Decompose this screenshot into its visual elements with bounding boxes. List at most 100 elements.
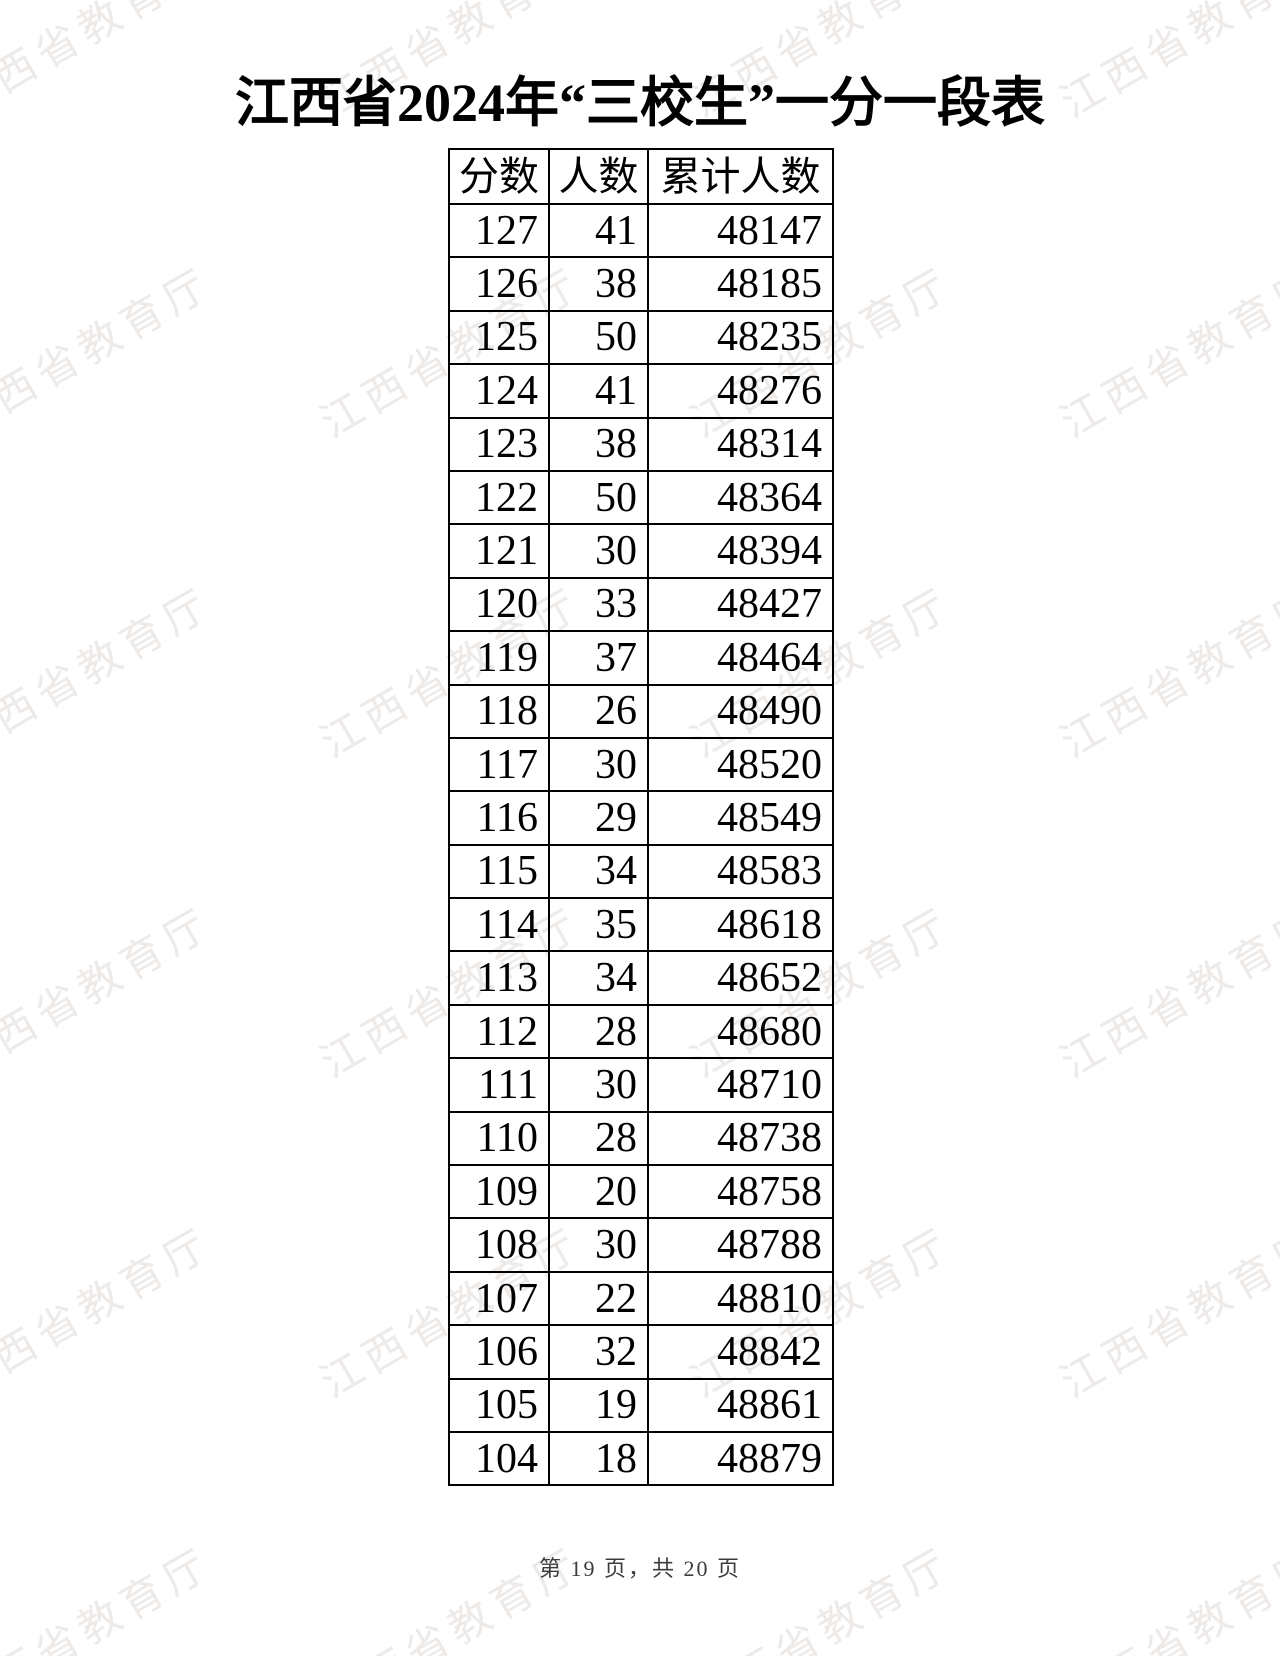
score-cell: 123 (448, 416, 550, 472)
count-cell: 38 (548, 416, 649, 472)
count-cell: 33 (548, 576, 649, 633)
watermark-text: 江西省教育厅 (1053, 1540, 1280, 1656)
table-row: 108 30 48788 (448, 1217, 834, 1273)
watermark-text: 江西省教育厅 (1053, 580, 1280, 768)
count-cell: 26 (548, 683, 649, 739)
count-cell: 29 (548, 790, 649, 846)
count-cell: 30 (548, 736, 649, 793)
count-cell: 30 (548, 1057, 649, 1113)
table-row: 110 28 48738 (448, 1110, 834, 1167)
cumulative-cell: 48276 (647, 363, 834, 419)
score-cell: 117 (448, 736, 550, 793)
score-cell: 108 (448, 1217, 550, 1273)
table-row: 113 34 48652 (448, 950, 834, 1006)
table-row: 117 30 48520 (448, 736, 834, 793)
header-cell-cumulative: 累计人数 (647, 148, 834, 205)
page-footer: 第 19 页，共 20 页 (538, 1556, 741, 1581)
cumulative-cell: 48618 (647, 897, 834, 953)
table-row: 126 38 48185 (448, 256, 834, 312)
table-row: 119 37 48464 (448, 630, 834, 686)
score-cell: 114 (448, 897, 550, 953)
count-cell: 32 (548, 1324, 649, 1380)
watermark-text: 江西省教育厅 (0, 1220, 222, 1408)
count-cell: 28 (548, 1003, 649, 1060)
cumulative-cell: 48738 (647, 1110, 834, 1167)
score-cell: 105 (448, 1377, 550, 1433)
count-cell: 34 (548, 950, 649, 1006)
score-cell: 124 (448, 363, 550, 419)
cumulative-cell: 48652 (647, 950, 834, 1006)
cumulative-cell: 48394 (647, 523, 834, 579)
table-row: 109 20 48758 (448, 1164, 834, 1220)
score-cell: 122 (448, 469, 550, 526)
watermark-text: 江西省教育厅 (1053, 1220, 1280, 1408)
table-row: 122 50 48364 (448, 469, 834, 526)
watermark-text: 江西省教育厅 (1053, 900, 1280, 1088)
table-row: 112 28 48680 (448, 1003, 834, 1060)
cumulative-cell: 48861 (647, 1377, 834, 1433)
cumulative-cell: 48235 (647, 309, 834, 366)
count-cell: 30 (548, 1217, 649, 1273)
table-row: 111 30 48710 (448, 1057, 834, 1113)
watermark-text: 江西省教育厅 (0, 580, 222, 768)
cumulative-cell: 48147 (647, 202, 834, 259)
count-cell: 41 (548, 202, 649, 259)
table-row: 104 18 48879 (448, 1430, 834, 1487)
count-cell: 18 (548, 1430, 649, 1487)
cumulative-cell: 48810 (647, 1270, 834, 1327)
score-cell: 111 (448, 1057, 550, 1113)
score-cell: 106 (448, 1324, 550, 1380)
cumulative-cell: 48185 (647, 256, 834, 312)
cumulative-cell: 48314 (647, 416, 834, 472)
score-cell: 115 (448, 843, 550, 900)
score-cell: 113 (448, 950, 550, 1006)
cumulative-cell: 48520 (647, 736, 834, 793)
count-cell: 28 (548, 1110, 649, 1167)
table-row: 118 26 48490 (448, 683, 834, 739)
score-cell: 104 (448, 1430, 550, 1487)
count-cell: 19 (548, 1377, 649, 1433)
score-cell: 112 (448, 1003, 550, 1060)
count-cell: 37 (548, 630, 649, 686)
count-cell: 35 (548, 897, 649, 953)
count-cell: 20 (548, 1164, 649, 1220)
table-header-row: 分数 人数 累计人数 (448, 148, 834, 205)
header-cell-score: 分数 (448, 148, 550, 205)
table-row: 120 33 48427 (448, 576, 834, 633)
cumulative-cell: 48364 (647, 469, 834, 526)
score-cell: 110 (448, 1110, 550, 1167)
cumulative-cell: 48879 (647, 1430, 834, 1487)
score-cell: 125 (448, 309, 550, 366)
table-row: 124 41 48276 (448, 363, 834, 419)
count-cell: 34 (548, 843, 649, 900)
cumulative-cell: 48490 (647, 683, 834, 739)
table-row: 127 41 48147 (448, 202, 834, 259)
score-cell: 121 (448, 523, 550, 579)
table-body: 127 41 48147 126 38 48185 125 50 48235 124 41 48276… (448, 202, 834, 1487)
table-row: 107 22 48810 (448, 1270, 834, 1327)
count-cell: 50 (548, 469, 649, 526)
count-cell: 30 (548, 523, 649, 579)
score-cell: 109 (448, 1164, 550, 1220)
cumulative-cell: 48583 (647, 843, 834, 900)
watermark-text: 江西省教育厅 (0, 900, 222, 1088)
table-row: 116 29 48549 (448, 790, 834, 846)
cumulative-cell: 48758 (647, 1164, 834, 1220)
table-row: 123 38 48314 (448, 416, 834, 472)
cumulative-cell: 48464 (647, 630, 834, 686)
watermark-text: 江西省教育厅 (683, 1540, 962, 1656)
score-cell: 116 (448, 790, 550, 846)
watermark-text: 江西省教育厅 (1053, 260, 1280, 448)
cumulative-cell: 48710 (647, 1057, 834, 1113)
score-cell: 120 (448, 576, 550, 633)
header-cell-count: 人数 (548, 148, 649, 205)
page-title: 江西省2024年“三校生”一分一段表 (235, 73, 1045, 133)
count-cell: 50 (548, 309, 649, 366)
cumulative-cell: 48788 (647, 1217, 834, 1273)
score-cell: 118 (448, 683, 550, 739)
score-cell: 119 (448, 630, 550, 686)
table-row: 125 50 48235 (448, 309, 834, 366)
cumulative-cell: 48549 (647, 790, 834, 846)
cumulative-cell: 48680 (647, 1003, 834, 1060)
